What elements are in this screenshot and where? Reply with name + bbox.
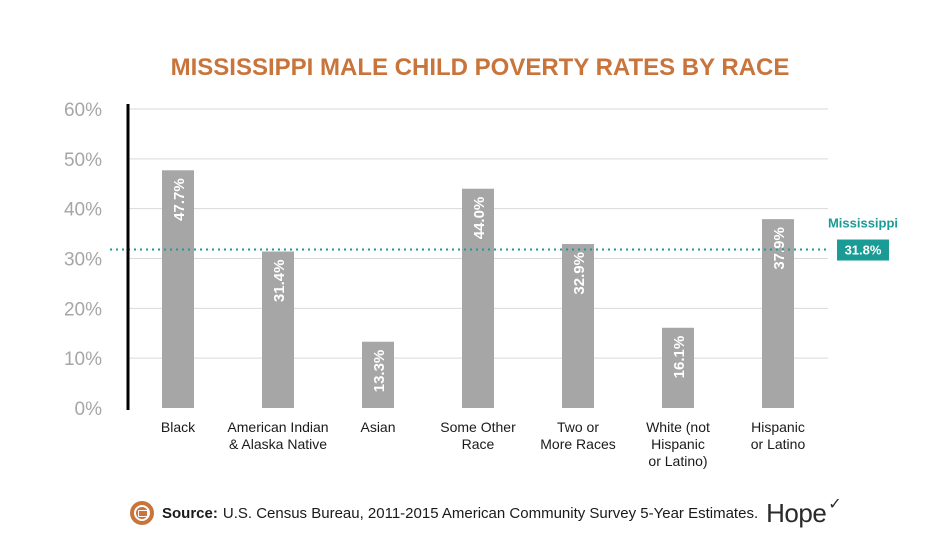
footer: Source: U.S. Census Bureau, 2011-2015 Am… bbox=[130, 496, 842, 528]
y-tick-label: 10% bbox=[64, 349, 102, 370]
y-tick-label: 40% bbox=[64, 200, 102, 221]
y-tick-label: 60% bbox=[64, 100, 102, 121]
y-tick-label: 50% bbox=[64, 150, 102, 171]
y-tick-label: 0% bbox=[75, 399, 103, 420]
bar bbox=[262, 251, 294, 408]
x-category-label: or Latino) bbox=[648, 453, 707, 469]
reference-value-badge bbox=[837, 239, 889, 261]
bar-value-label: 32.9% bbox=[571, 252, 588, 295]
y-axis-ticks: 0% 10% 20% 30% 40% 50% 60% bbox=[64, 100, 102, 420]
x-category-label: White (not bbox=[646, 419, 710, 435]
bar bbox=[662, 327, 694, 408]
x-category-label: Hispanic bbox=[651, 436, 705, 452]
reference-line-name: Mississippi bbox=[828, 216, 898, 231]
reference-value-label: 31.8% bbox=[845, 243, 882, 258]
x-category-label: Black bbox=[161, 419, 196, 435]
bar bbox=[562, 244, 594, 408]
source-text: U.S. Census Bureau, 2011-2015 American C… bbox=[222, 504, 759, 522]
source-label: Source: bbox=[162, 504, 218, 522]
x-category-label: or Latino bbox=[751, 436, 806, 452]
x-category-label: More Races bbox=[540, 436, 615, 452]
x-category-label: Hispanic bbox=[751, 419, 805, 435]
y-tick-label: 30% bbox=[64, 250, 102, 271]
y-tick-label: 20% bbox=[64, 299, 102, 320]
x-category-label: Race bbox=[462, 436, 495, 452]
bar bbox=[162, 170, 194, 408]
bar-value-label: 44.0% bbox=[471, 197, 488, 240]
chart-title: MISSISSIPPI MALE CHILD POVERTY RATES BY … bbox=[171, 54, 790, 81]
bar-value-label: 13.3% bbox=[371, 350, 388, 393]
reference-line-group: Mississippi 31.8% bbox=[110, 216, 898, 261]
logo-text: Hope bbox=[766, 497, 827, 528]
bar bbox=[362, 341, 394, 408]
bar-value-label: 31.4% bbox=[271, 260, 288, 303]
x-axis-categories: Black American Indian& Alaska Native Asian… bbox=[161, 419, 806, 469]
x-category-label: Asian bbox=[360, 419, 395, 435]
x-category-label: Two or bbox=[557, 419, 599, 435]
bird-icon: ✓ bbox=[828, 496, 842, 513]
x-category-label: Some Other bbox=[440, 419, 516, 435]
bar bbox=[762, 219, 794, 408]
x-category-label: American Indian bbox=[227, 419, 328, 435]
bars: 47.7% 31.4% 13.3% 44.0% 32.9% 16.1% 37.9% bbox=[162, 170, 794, 408]
bar-value-label: 16.1% bbox=[671, 336, 688, 379]
x-category-label: & Alaska Native bbox=[229, 436, 327, 452]
bar bbox=[462, 188, 494, 408]
bar-value-label: 37.9% bbox=[771, 227, 788, 270]
monitor-icon bbox=[130, 501, 154, 525]
bar-value-label: 47.7% bbox=[171, 178, 188, 221]
